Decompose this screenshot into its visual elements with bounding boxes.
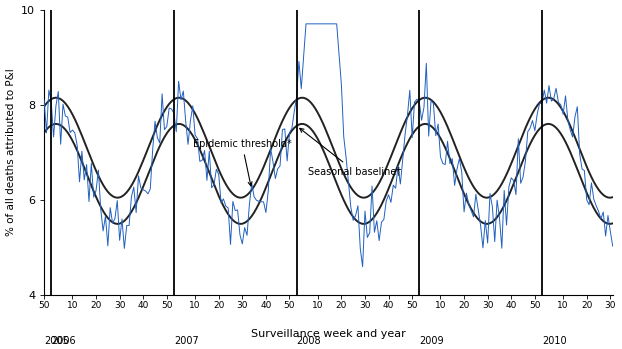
- Text: 2008: 2008: [297, 336, 321, 346]
- Text: Seasonal baseline†: Seasonal baseline†: [300, 128, 402, 176]
- Y-axis label: % of all deaths attributed to P&I: % of all deaths attributed to P&I: [6, 69, 16, 236]
- Text: 2006: 2006: [51, 336, 76, 346]
- Text: 2010: 2010: [542, 336, 567, 346]
- Text: 2007: 2007: [174, 336, 198, 346]
- Text: Epidemic threshold*: Epidemic threshold*: [193, 139, 292, 186]
- Text: 2009: 2009: [419, 336, 444, 346]
- X-axis label: Surveillance week and year: Surveillance week and year: [251, 329, 406, 339]
- Text: 2005: 2005: [44, 336, 69, 346]
